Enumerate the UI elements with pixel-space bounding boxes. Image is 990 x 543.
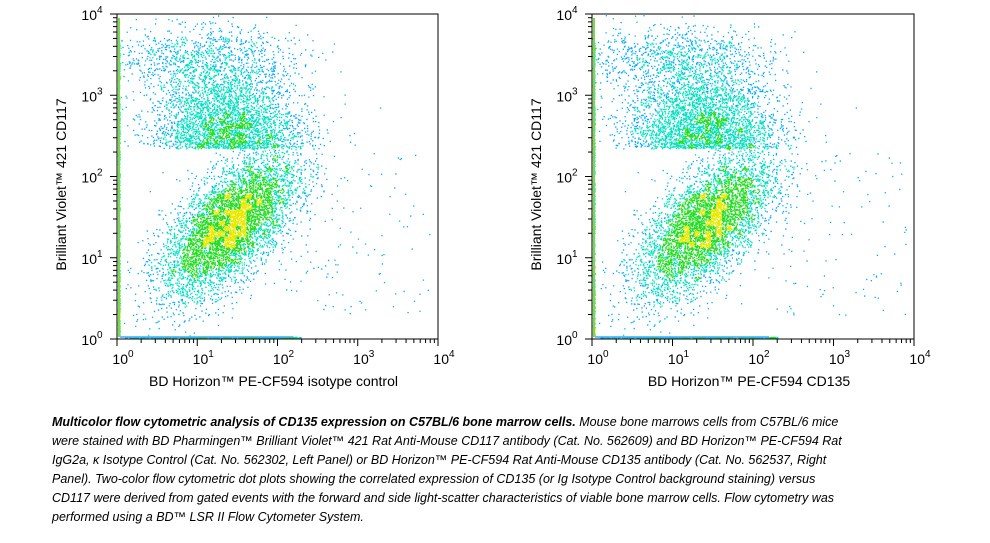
x-tick-label: 104 — [433, 349, 455, 367]
event-dots-density-1 — [592, 15, 907, 339]
y-axis-title: Brilliant Violet™ 421 CD117 — [53, 98, 69, 270]
event-dots-density-2 — [592, 41, 795, 340]
axis-ticks — [110, 13, 439, 346]
y-tick-label: 104 — [556, 5, 578, 23]
event-dots-density-4 — [117, 192, 263, 319]
figure-caption: Multicolor flow cytometric analysis of C… — [52, 413, 852, 527]
plot-panel-right: 100 101 102 103 104 100 101 102 103 104 BD Horizon… — [528, 5, 931, 389]
x-axis-title: BD Horizon™ PE-CF594 isotype control — [149, 373, 398, 389]
axis-ticks — [585, 13, 915, 346]
flow-cytometry-plots: 100 101 102 103 104 100 101 102 103 104 BD Horizon… — [53, 5, 931, 389]
y-tick-label: 101 — [81, 249, 103, 267]
y-tick-label: 102 — [81, 168, 103, 186]
y-tick-label: 101 — [556, 249, 578, 267]
x-tick-label: 104 — [909, 349, 931, 367]
x-tick-label: 100 — [587, 349, 609, 367]
y-tick-label: 103 — [556, 86, 578, 104]
y-tick-label: 100 — [556, 330, 578, 348]
x-tick-label: 103 — [829, 349, 851, 367]
y-tick-label: 100 — [81, 330, 103, 348]
x-tick-label: 103 — [353, 349, 375, 367]
y-tick-label: 104 — [81, 5, 103, 23]
x-tick-label: 101 — [193, 349, 215, 367]
event-dots-density-4 — [592, 192, 733, 335]
event-dots-density-1 — [121, 15, 431, 340]
y-tick-label: 103 — [81, 86, 103, 104]
plot-panel-left: 100 101 102 103 104 100 101 102 103 104 BD Horizon… — [53, 5, 455, 389]
caption-title: Multicolor flow cytometric analysis of C… — [52, 415, 576, 429]
caption-body: Mouse bone marrows cells from C57BL/6 mi… — [52, 415, 842, 524]
event-dots-density-2 — [117, 36, 320, 340]
event-dots-density-3 — [117, 74, 295, 340]
y-axis-title: Brilliant Violet™ 421 CD117 — [528, 98, 544, 270]
y-tick-label: 102 — [556, 168, 578, 186]
x-axis-title: BD Horizon™ PE-CF594 CD135 — [648, 373, 851, 389]
figure: 100 101 102 103 104 100 101 102 103 104 BD Horizon… — [53, 5, 931, 389]
x-tick-label: 101 — [668, 349, 690, 367]
x-tick-label: 102 — [748, 349, 770, 367]
x-tick-label: 100 — [112, 349, 134, 367]
x-tick-label: 102 — [273, 349, 295, 367]
